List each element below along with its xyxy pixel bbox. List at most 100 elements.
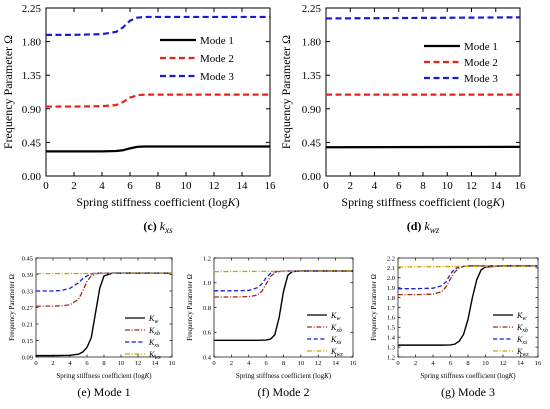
x-tick-label: 12 [209, 180, 220, 192]
series-line-3 [325, 16, 521, 20]
legend-label: Kxs [516, 335, 528, 346]
chart-panel-5: 0 2 4 6 8 10 12 14 16 1.2 1.3 1.4 1.5 1.6 1.7 1.8 1.9 2.0… [370, 255, 542, 399]
y-tick-label: 1.5 [387, 325, 395, 332]
x-tick-label: 2 [71, 180, 77, 192]
x-tick-label: 12 [135, 360, 142, 367]
x-axis-label: Spring stiffness coefficient (logK) [76, 195, 239, 209]
legend-label: Kw [148, 314, 158, 325]
x-axis-label: Spring stiffness coefficient (logK) [56, 372, 152, 380]
x-tick-label: 2 [348, 180, 354, 192]
x-tick-label: 8 [466, 360, 469, 367]
y-tick-label: 0.4 [203, 354, 212, 361]
y-tick-label: 0.00 [22, 171, 42, 183]
x-tick-label: 2 [51, 360, 54, 367]
y-tick-label: 0.90 [22, 104, 42, 116]
legend-label: Kxs [330, 335, 342, 346]
y-tick-label: 1.35 [22, 70, 42, 82]
series-line-2 [36, 272, 172, 307]
x-axis-label: Spring stiffness coefficient (logK) [420, 372, 516, 380]
plot-frame [325, 7, 521, 177]
y-tick-label: 1.8 [387, 295, 395, 302]
y-tick-label: 0.39 [22, 272, 33, 279]
x-tick-label: 12 [500, 360, 507, 367]
y-tick-label: 2.25 [302, 3, 322, 15]
panel-caption: (d) kwz [407, 219, 440, 235]
y-tick-label: 1.3 [387, 344, 395, 351]
chart-panel-3: 0 2 4 6 8 10 12 14 16 0.09 0.15 0.21 0.27 0.33 0.39 0.4… [8, 255, 176, 399]
x-tick-label: 10 [298, 360, 305, 367]
y-tick-label: 1.4 [387, 335, 396, 342]
legend-label: Mode 1 [200, 35, 234, 47]
x-tick-label: 14 [237, 180, 249, 192]
x-tick-label: 0 [323, 180, 329, 192]
x-tick-label: 8 [282, 360, 285, 367]
y-tick-label: 0.33 [22, 288, 33, 295]
x-tick-label: 0 [34, 360, 37, 367]
x-tick-label: 6 [396, 180, 402, 192]
chart-panel-1: 0 2 4 6 8 10 12 14 16 0.00 0.45 0.90 1.35 1.80 2.25 Mod… [1, 3, 276, 235]
x-tick-label: 4 [431, 360, 435, 367]
legend: Mode 1 Mode 2 Mode 3 [160, 35, 234, 83]
y-tick-label: 2.0 [387, 275, 395, 282]
y-tick-label: 2.2 [387, 255, 395, 262]
series-line-3 [398, 265, 538, 290]
x-tick-label: 8 [420, 180, 426, 192]
y-axis-label: Frequency Parameter Ω [8, 274, 16, 341]
y-tick-label: 0.90 [302, 104, 322, 116]
panel-caption: (c) kxs [143, 219, 173, 235]
y-axis-label: Frequency Parameter Ω [1, 35, 15, 149]
x-tick-label: 4 [372, 180, 378, 192]
x-tick-label: 12 [315, 360, 322, 367]
x-tick-label: 16 [350, 360, 357, 367]
panel-caption: (e) Mode 1 [77, 385, 130, 399]
x-tick-label: 10 [442, 180, 454, 192]
series-line-2 [214, 270, 353, 298]
series-line-3 [214, 270, 353, 292]
y-tick-label: 0.45 [22, 255, 33, 262]
y-tick-label: 0.00 [302, 171, 322, 183]
legend-label: Kxs [148, 338, 160, 349]
x-axis-label: Spring stiffness coefficient (logK) [341, 195, 504, 209]
y-tick-label: 1.6 [387, 315, 396, 322]
y-tick-label: 0.27 [22, 305, 34, 312]
series-line-2 [46, 93, 270, 108]
y-tick-label: 1.80 [22, 37, 42, 49]
y-tick-label: 1.80 [302, 37, 322, 49]
y-tick-label: 0.6 [203, 330, 212, 337]
y-tick-label: 1.2 [387, 354, 395, 361]
legend-label: Kwz [330, 347, 343, 358]
x-tick-label: 8 [102, 360, 105, 367]
x-tick-label: 0 [43, 180, 49, 192]
x-tick-label: 10 [482, 360, 489, 367]
series-line-2 [398, 265, 538, 296]
x-tick-label: 16 [265, 180, 277, 192]
y-tick-label: 2.25 [22, 3, 42, 15]
legend-label: Kwz [148, 350, 161, 361]
legend-label: Mode 2 [200, 53, 234, 65]
legend-label: Kxb [330, 323, 342, 334]
legend-label: Kxb [148, 326, 160, 337]
y-tick-label: 0.09 [22, 354, 33, 361]
legend-label: Kwz [516, 347, 529, 358]
x-tick-label: 6 [127, 180, 133, 192]
x-tick-label: 16 [515, 180, 527, 192]
x-tick-label: 16 [169, 360, 176, 367]
legend-label: Mode 2 [464, 57, 498, 69]
y-axis-label: Frequency Parameter Ω [186, 274, 194, 341]
x-tick-label: 10 [181, 180, 193, 192]
x-tick-label: 12 [466, 180, 477, 192]
x-tick-label: 6 [449, 360, 453, 367]
x-tick-label: 10 [118, 360, 125, 367]
y-tick-label: 0.8 [203, 305, 211, 312]
series-line-3 [36, 272, 172, 292]
x-tick-label: 4 [99, 180, 105, 192]
legend: Mode 1 Mode 2 Mode 3 [424, 41, 498, 85]
x-tick-label: 6 [265, 360, 269, 367]
x-tick-label: 0 [396, 360, 399, 367]
chart-panel-2: 0 2 4 6 8 10 12 14 16 0.00 0.45 0.90 1.35 1.80 2.25 Mod… [279, 3, 526, 235]
y-tick-label: 1.0 [203, 280, 211, 287]
